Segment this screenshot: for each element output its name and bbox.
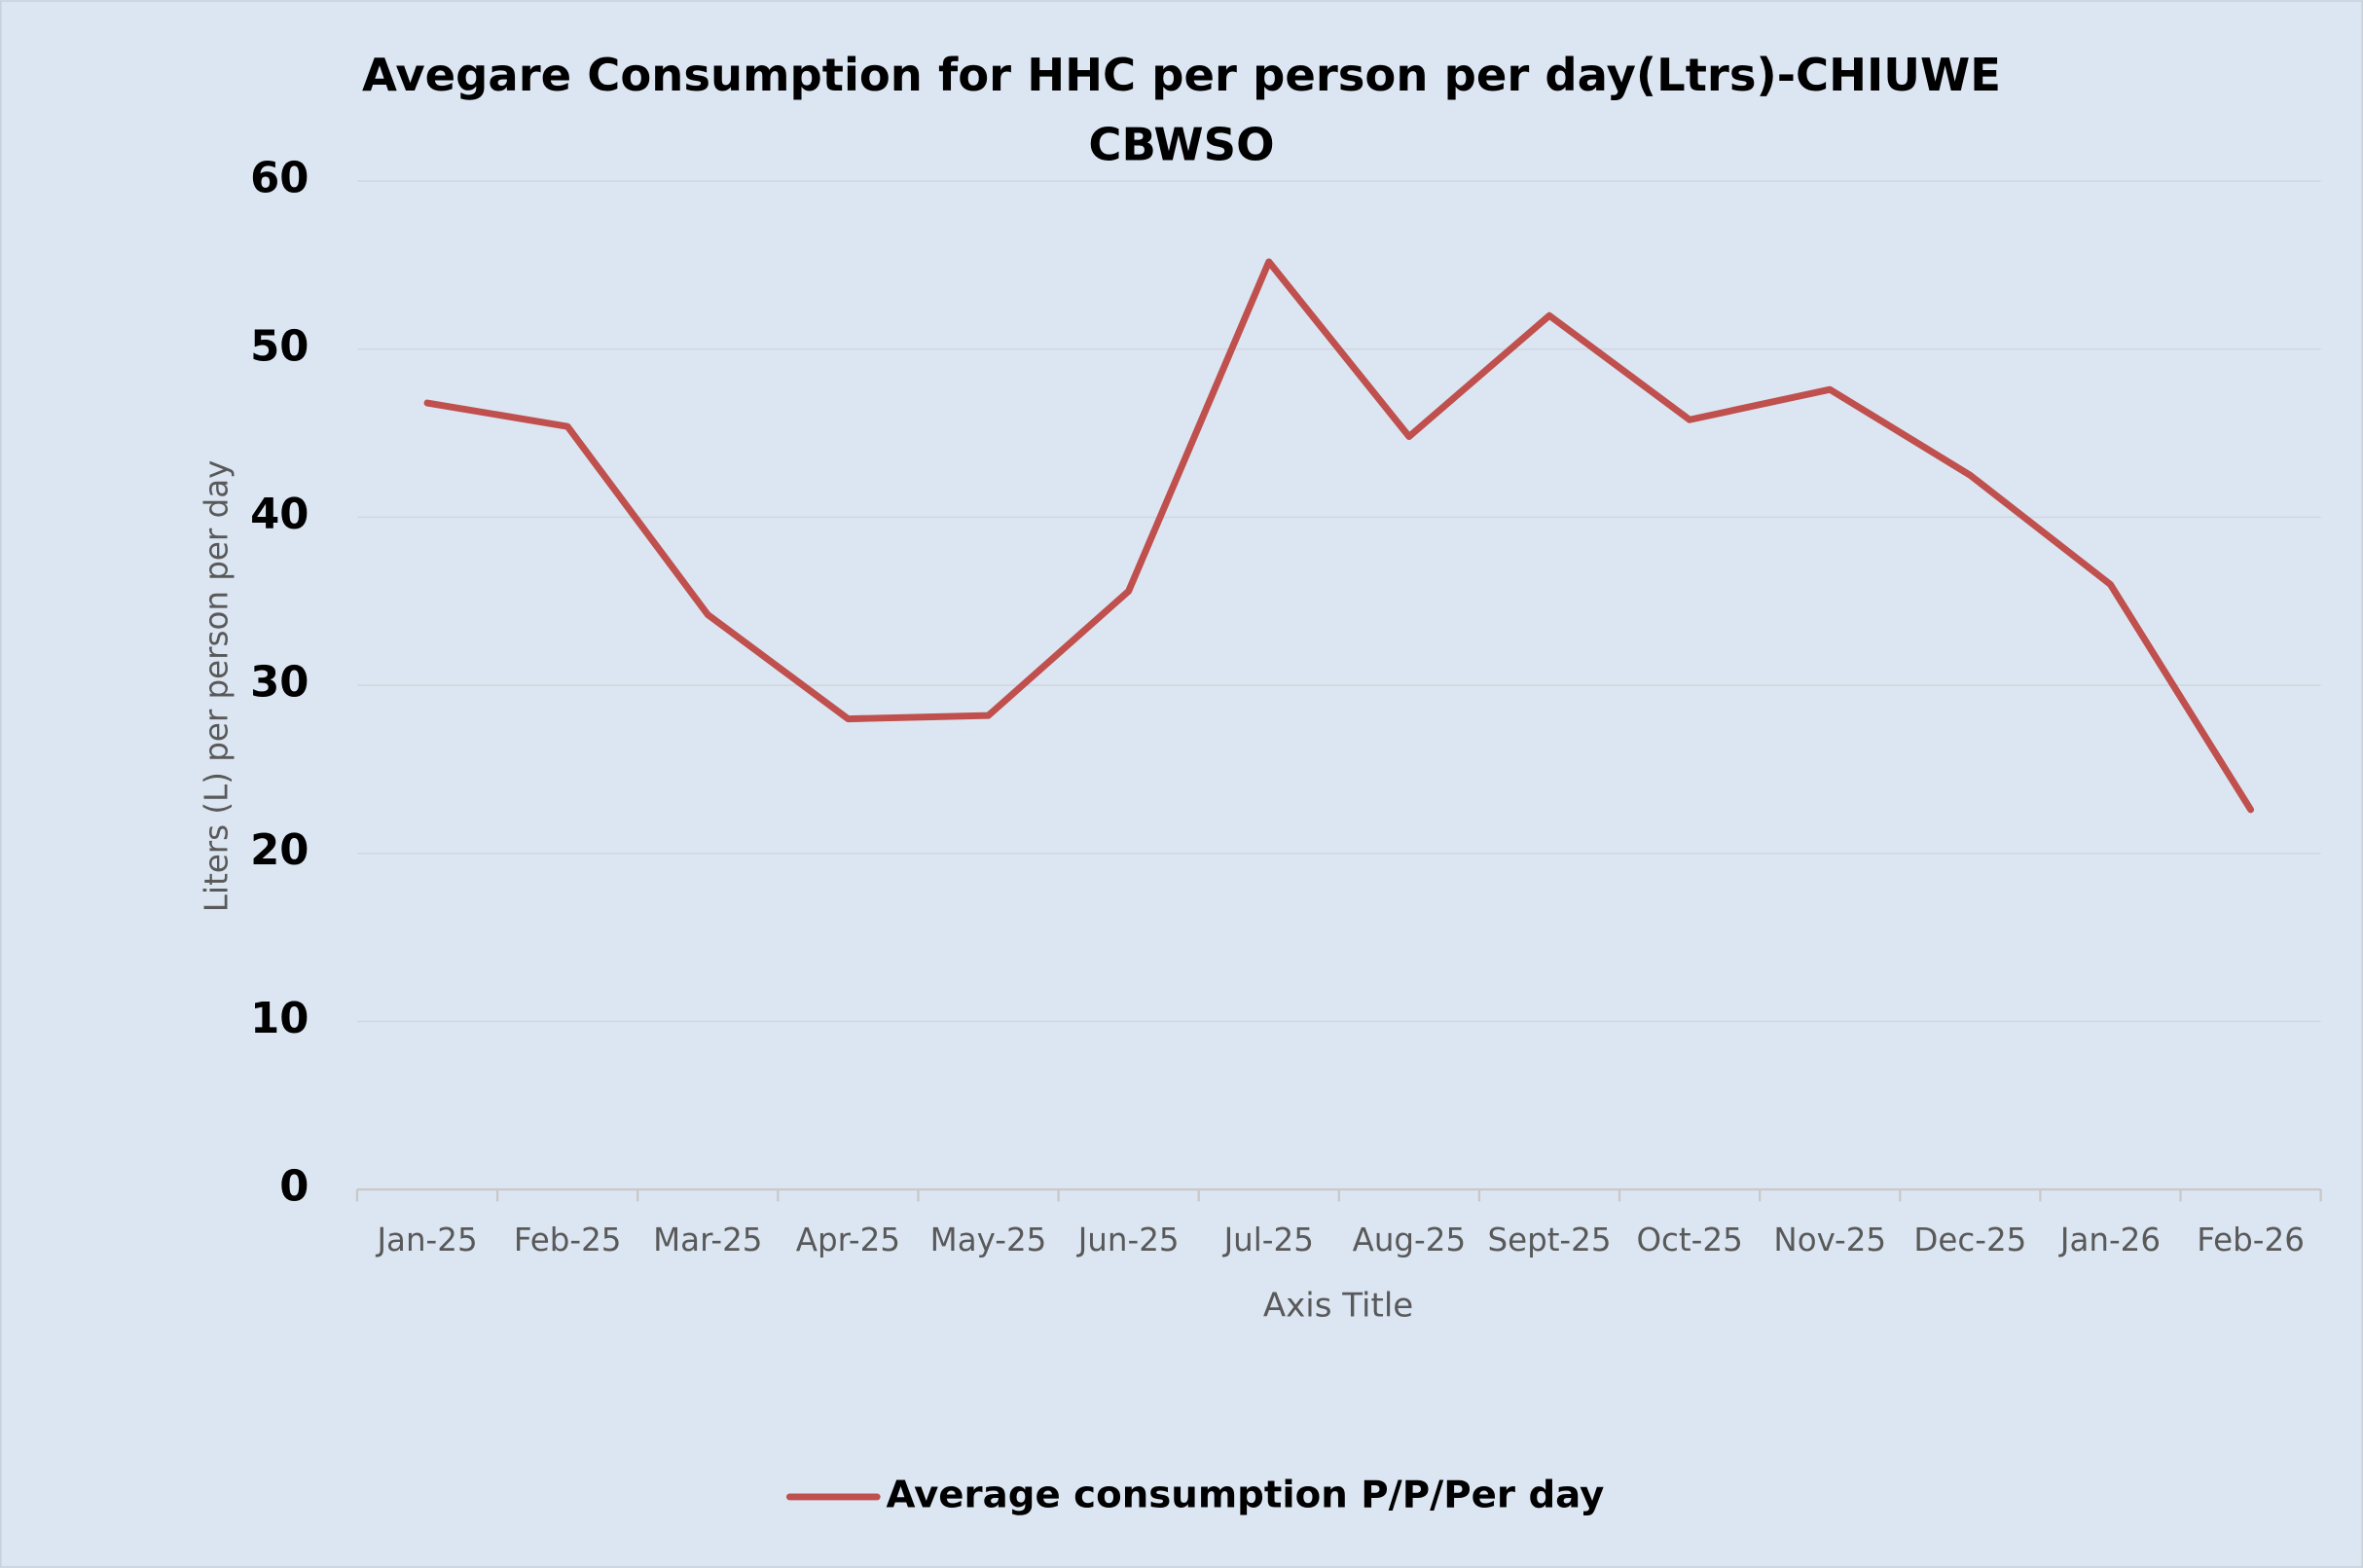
y-tick-label: 50 bbox=[250, 322, 309, 371]
x-tick-label: Jun-25 bbox=[1076, 1222, 1180, 1258]
title-container: Avegare Consumption for HHC per person p… bbox=[362, 50, 2001, 172]
x-tick-label: Dec-25 bbox=[1913, 1222, 2026, 1258]
x-tick-label: Jul-25 bbox=[1222, 1222, 1314, 1258]
x-tick-label: Feb-25 bbox=[514, 1222, 622, 1258]
x-tick-label: Apr-25 bbox=[796, 1222, 900, 1258]
chart-title: Avegare Consumption for HHC per person p… bbox=[362, 50, 2001, 172]
x-tick-label: Oct-25 bbox=[1636, 1222, 1742, 1258]
x-tick-label: Jan-25 bbox=[375, 1222, 477, 1258]
y-tick-label: 60 bbox=[250, 155, 309, 203]
data-line bbox=[423, 258, 2255, 814]
y-tick-label: 0 bbox=[279, 1163, 309, 1212]
y-axis-title: Liters (L) per person per day bbox=[199, 460, 236, 912]
y-tick-label: 10 bbox=[250, 995, 309, 1043]
x-tick-label: Jan-26 bbox=[2058, 1222, 2161, 1258]
x-tick-label: Mar-25 bbox=[653, 1222, 762, 1258]
x-tick-label: May-25 bbox=[930, 1222, 1047, 1258]
x-tick-label: Feb-26 bbox=[2197, 1222, 2305, 1258]
x-tick-label: Nov-25 bbox=[1773, 1222, 1886, 1258]
legend-label: Average consumption P/P/Per day bbox=[887, 1473, 1605, 1516]
x-axis-title: Axis Title bbox=[1263, 1286, 1413, 1325]
y-tick-label: 40 bbox=[250, 491, 309, 539]
x-tick-label: Aug-25 bbox=[1353, 1222, 1467, 1258]
y-tick-label: 30 bbox=[250, 659, 309, 708]
y-tick-label: 20 bbox=[250, 826, 309, 875]
x-tick-label: Sept-25 bbox=[1487, 1222, 1611, 1258]
